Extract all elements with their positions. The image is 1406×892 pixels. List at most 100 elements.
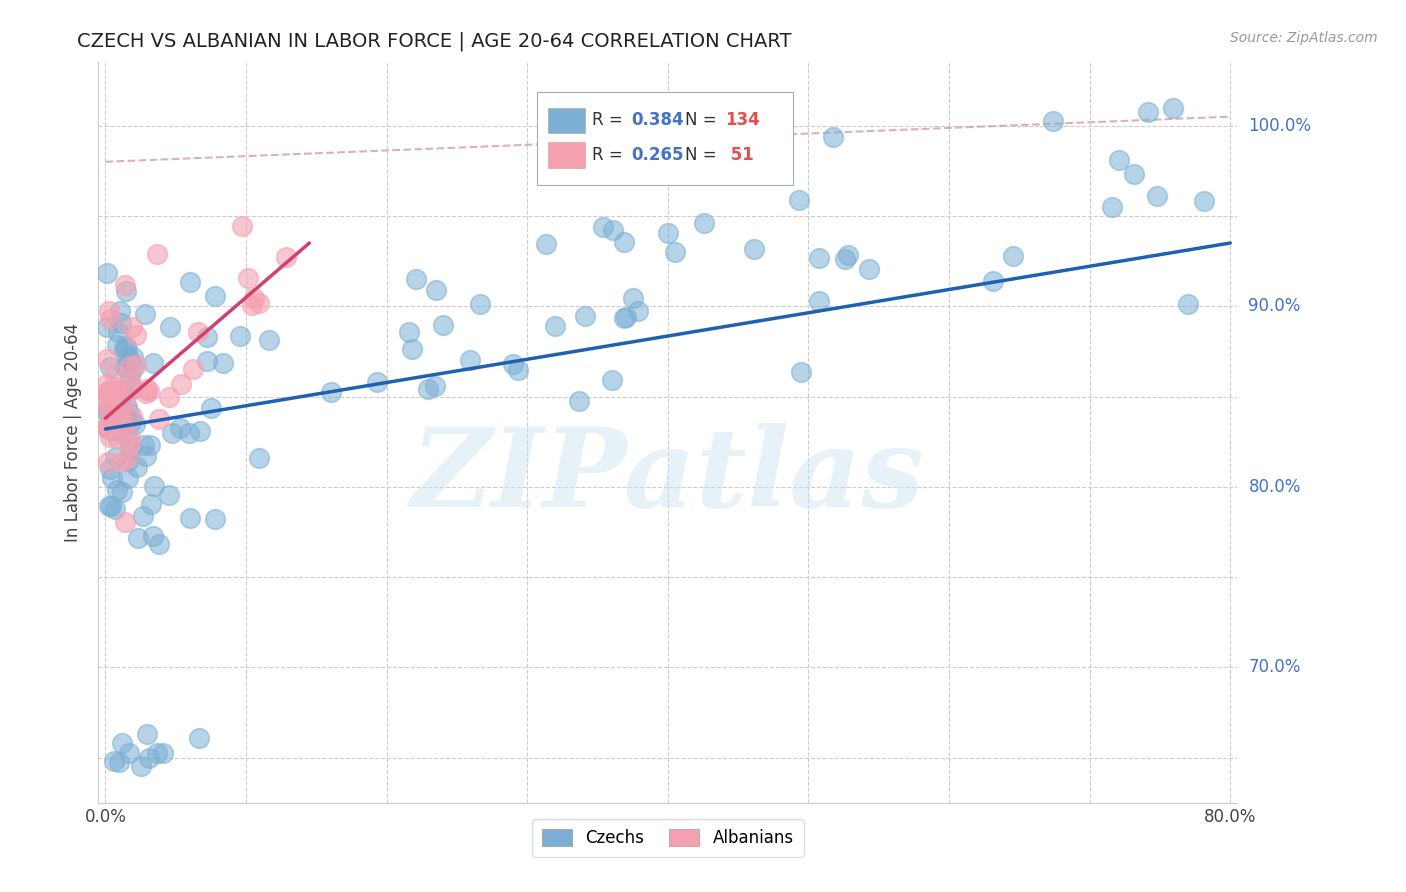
Text: CZECH VS ALBANIAN IN LABOR FORCE | AGE 20-64 CORRELATION CHART: CZECH VS ALBANIAN IN LABOR FORCE | AGE 2… — [77, 31, 792, 51]
Point — [105, 450, 128, 464]
Point — [96, 385, 118, 400]
Point — [122, 361, 145, 376]
Point — [143, 479, 166, 493]
Point — [135, 449, 157, 463]
Point — [621, 291, 644, 305]
Point — [544, 318, 567, 333]
Point — [228, 329, 250, 343]
Point — [114, 284, 136, 298]
Point — [366, 375, 388, 389]
Point — [117, 432, 139, 446]
Point — [1146, 189, 1168, 203]
Point — [808, 294, 831, 309]
Point — [114, 339, 136, 353]
Point — [114, 393, 136, 408]
Point — [105, 338, 128, 352]
Point — [124, 417, 146, 431]
Point — [115, 349, 138, 363]
Text: 100.0%: 100.0% — [1249, 117, 1312, 135]
Point — [177, 425, 200, 440]
Point — [423, 379, 446, 393]
Point — [121, 442, 143, 457]
Point — [212, 356, 235, 370]
Point — [100, 312, 122, 326]
Point — [614, 310, 637, 325]
Text: 51: 51 — [725, 146, 754, 164]
Point — [125, 460, 148, 475]
Point — [118, 368, 141, 383]
Point — [96, 418, 118, 433]
Point — [100, 400, 122, 414]
Point — [105, 432, 128, 446]
Point — [101, 384, 124, 399]
Legend: Czechs, Albanians: Czechs, Albanians — [531, 819, 804, 857]
Point — [236, 270, 259, 285]
Point — [97, 384, 120, 399]
Point — [105, 379, 128, 393]
Point — [121, 320, 143, 334]
Text: 134: 134 — [725, 112, 759, 129]
Point — [110, 316, 132, 330]
Point — [105, 483, 128, 497]
Point — [416, 383, 439, 397]
Text: N =: N = — [685, 112, 721, 129]
Point — [101, 414, 124, 428]
Point — [274, 250, 297, 264]
Point — [458, 353, 481, 368]
Point — [115, 341, 138, 355]
Point — [103, 754, 125, 768]
Point — [160, 425, 183, 440]
Point — [157, 390, 180, 404]
Point — [135, 386, 157, 401]
Point — [112, 386, 135, 401]
Point — [142, 356, 165, 370]
Point — [118, 406, 141, 420]
Point — [187, 325, 209, 339]
Text: R =: R = — [592, 112, 627, 129]
Point — [1177, 297, 1199, 311]
Point — [111, 455, 134, 469]
Point — [96, 319, 118, 334]
Point — [114, 359, 136, 374]
Point — [837, 248, 859, 262]
Point — [112, 417, 135, 432]
Point — [405, 272, 427, 286]
Point — [613, 311, 636, 326]
Point — [231, 219, 253, 234]
Point — [136, 726, 159, 740]
Text: 0.384: 0.384 — [631, 112, 685, 129]
Point — [398, 325, 420, 339]
Point — [148, 411, 170, 425]
Point — [117, 471, 139, 485]
Point — [132, 508, 155, 523]
Point — [110, 405, 132, 419]
Point — [807, 251, 830, 265]
Point — [145, 247, 167, 261]
Point — [117, 450, 139, 464]
Point — [96, 402, 118, 417]
Point — [121, 415, 143, 429]
Point — [197, 330, 219, 344]
Point — [110, 425, 132, 439]
Point — [179, 275, 201, 289]
Point — [247, 451, 270, 466]
Point — [104, 368, 127, 382]
Point — [568, 394, 591, 409]
Point — [96, 376, 118, 391]
Point — [152, 746, 174, 760]
Point — [108, 755, 131, 769]
Text: R =: R = — [592, 146, 627, 164]
Point — [97, 499, 120, 513]
Point — [121, 350, 143, 364]
Point — [170, 377, 193, 392]
Point — [107, 325, 129, 339]
Point — [97, 422, 120, 436]
Point — [97, 388, 120, 402]
Point — [98, 430, 121, 444]
Point — [592, 219, 614, 234]
Point — [97, 455, 120, 469]
Point — [118, 430, 141, 444]
Point — [425, 283, 447, 297]
Point — [602, 223, 624, 237]
Point — [115, 413, 138, 427]
